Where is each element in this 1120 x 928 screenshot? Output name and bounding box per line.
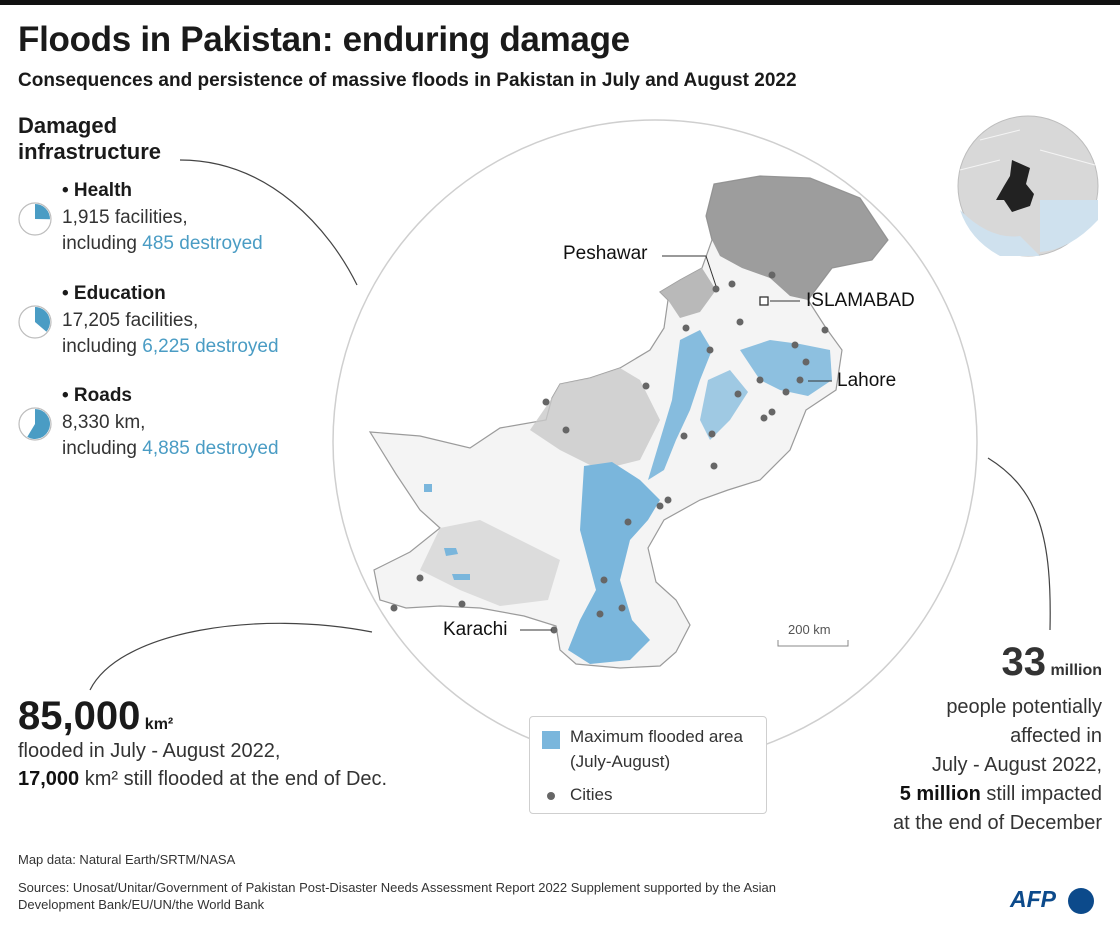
city-label-peshawar: Peshawar — [563, 243, 648, 264]
education-destroyed: including 6,225 destroyed — [62, 336, 279, 357]
people-affected-value: 33 million — [1001, 640, 1103, 684]
roads-total: 8,330 km, — [62, 412, 146, 433]
afp-logo: AFP — [1010, 886, 1100, 916]
sources-credit: Sources: Unosat/Unitar/Government of Pak… — [18, 880, 777, 912]
terrain-north — [706, 176, 888, 300]
people-affected-stat: 33 million people potentially affected i… — [802, 640, 1102, 838]
flooded-area-value: 85,000 km² — [18, 694, 174, 738]
roads-pie-icon — [18, 407, 52, 441]
islamabad-marker — [759, 296, 769, 306]
legend-flood-period: (July-August) — [570, 752, 671, 771]
legend-city-dot — [547, 792, 555, 800]
globe-pakistan — [996, 160, 1034, 212]
legend-flood-swatch — [542, 731, 560, 749]
people-still-impacted: 5 million still impacted — [899, 783, 1102, 805]
people-affected-line3: July - August 2022, — [931, 754, 1102, 776]
education-pie-slice — [35, 307, 51, 332]
city-label-karachi: Karachi — [443, 619, 508, 640]
flooded-areas — [424, 330, 832, 664]
page-title: Floods in Pakistan: enduring damage — [18, 20, 630, 59]
health-destroyed: including 485 destroyed — [62, 233, 263, 254]
connector-area — [89, 622, 373, 691]
terrain-northwest — [660, 268, 716, 318]
flooded-area-still: 17,000 km² still flooded at the end of D… — [18, 768, 388, 790]
legend-flood-label: Maximum flooded area — [570, 727, 743, 746]
people-affected-line5: at the end of December — [892, 812, 1102, 834]
connector-infrastructure — [179, 159, 358, 286]
health-pie-icon — [18, 202, 52, 236]
city-dots — [390, 271, 829, 634]
leader-peshawar — [662, 255, 717, 287]
city-label-islamabad: ISLAMABAD — [806, 290, 915, 311]
health-pie-slice — [35, 204, 51, 220]
locator-globe — [957, 115, 1099, 257]
terrain-southwest — [420, 520, 560, 606]
afp-logo-text: AFP — [1010, 886, 1056, 912]
connector-people — [987, 457, 1051, 631]
map-legend: Maximum flooded area (July-August) Citie… — [529, 716, 767, 814]
city-label-lahore: Lahore — [837, 370, 897, 391]
roads-label: • Roads — [62, 385, 132, 406]
page-subtitle: Consequences and persistence of massive … — [18, 70, 797, 91]
health-label: • Health — [62, 180, 132, 201]
people-affected-line1: people potentially — [946, 696, 1102, 718]
scale-label: 200 km — [788, 622, 831, 637]
scale-bar — [777, 640, 849, 647]
roads-pie-slice — [27, 409, 51, 439]
education-pie-icon — [18, 305, 52, 339]
people-affected-line2: affected in — [1010, 725, 1102, 747]
flooded-area-period: flooded in July - August 2022, — [18, 740, 281, 762]
map-data-credit: Map data: Natural Earth/SRTM/NASA — [18, 852, 236, 867]
terrain-west — [530, 368, 660, 470]
roads-destroyed: including 4,885 destroyed — [62, 438, 279, 459]
top-rule — [0, 0, 1120, 5]
health-total: 1,915 facilities, — [62, 207, 188, 228]
infrastructure-title: Damaged infrastructure — [18, 113, 162, 164]
legend-cities-label: Cities — [570, 785, 613, 804]
afp-logo-circle — [1068, 888, 1094, 914]
education-total: 17,205 facilities, — [62, 310, 199, 331]
education-label: • Education — [62, 283, 166, 304]
